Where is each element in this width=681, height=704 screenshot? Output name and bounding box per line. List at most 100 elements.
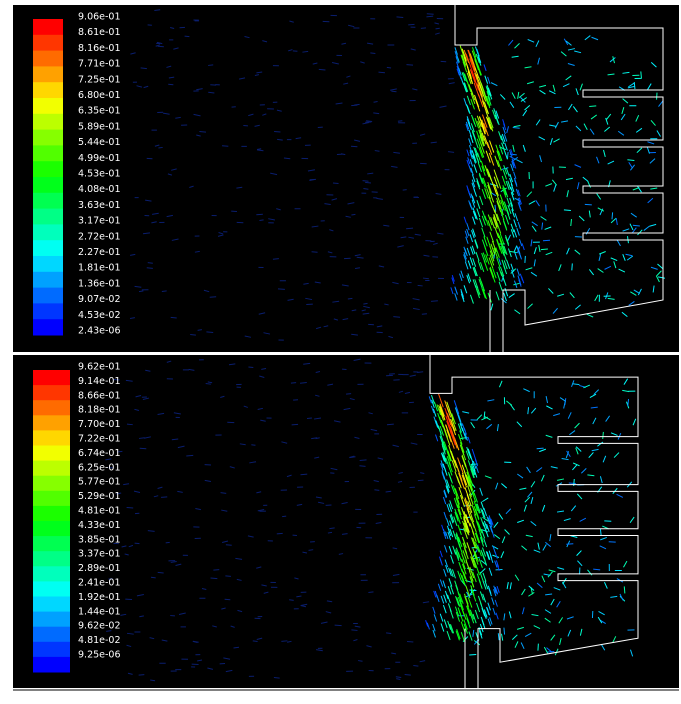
velocity-vector — [469, 516, 475, 528]
velocity-vector — [442, 451, 447, 461]
velocity-vector — [566, 543, 574, 545]
colorbar-label: 2.43e-06 — [78, 326, 121, 337]
velocity-vector — [207, 381, 213, 384]
velocity-vector — [565, 177, 573, 181]
velocity-vector — [354, 267, 361, 270]
plot-bottom: 9.62e-01 9.14e-01 8.66e-01 8.18e-01 7.70e-01… — [33, 355, 639, 689]
velocity-vector — [315, 326, 322, 330]
velocity-vector — [472, 210, 477, 220]
colorbar-label: 8.66e-01 — [78, 390, 121, 401]
velocity-vector — [463, 49, 470, 64]
velocity-vector — [647, 83, 652, 90]
velocity-vector — [430, 141, 437, 144]
velocity-vector — [454, 407, 459, 416]
velocity-vector — [126, 506, 134, 509]
velocity-vector — [466, 104, 470, 113]
velocity-vector — [259, 375, 265, 378]
velocity-vector — [466, 72, 472, 85]
velocity-vector — [433, 614, 438, 622]
velocity-vector — [482, 252, 488, 263]
velocity-vector — [521, 545, 528, 551]
velocity-vector — [459, 494, 466, 507]
velocity-vector — [367, 42, 374, 45]
velocity-vector — [446, 518, 450, 527]
velocity-vector — [374, 150, 380, 152]
velocity-vector — [208, 91, 215, 94]
velocity-vector — [161, 496, 168, 498]
velocity-vector — [499, 194, 505, 206]
velocity-vector — [139, 615, 144, 618]
velocity-vector — [449, 435, 455, 449]
velocity-vector — [207, 667, 214, 670]
velocity-vector — [302, 551, 308, 554]
velocity-vector — [145, 369, 151, 372]
velocity-vector — [567, 629, 572, 637]
velocity-vector — [596, 156, 600, 164]
velocity-vector — [157, 571, 164, 574]
velocity-vector — [518, 92, 525, 99]
velocity-vector — [220, 492, 227, 494]
velocity-vector — [514, 213, 519, 222]
velocity-vector — [445, 424, 451, 438]
velocity-vector — [481, 288, 486, 299]
velocity-vector — [468, 165, 472, 173]
colorbar-swatch — [33, 66, 63, 83]
velocity-vector — [622, 71, 630, 74]
velocity-vector — [354, 254, 361, 257]
velocity-vector — [221, 145, 229, 147]
velocity-vector — [492, 217, 498, 229]
velocity-vector — [471, 199, 476, 208]
velocity-vector — [470, 123, 475, 133]
velocity-vector — [468, 122, 472, 131]
velocity-vector — [503, 201, 509, 212]
velocity-vector — [469, 257, 474, 266]
velocity-vector — [329, 527, 335, 530]
velocity-vector — [494, 587, 498, 595]
velocity-vector — [373, 479, 379, 483]
velocity-vector — [574, 422, 580, 429]
velocity-vector — [567, 63, 575, 66]
velocity-vector — [498, 144, 504, 155]
velocity-vector — [553, 184, 557, 192]
velocity-vector — [559, 397, 567, 402]
velocity-vector — [161, 290, 167, 292]
velocity-vector — [463, 82, 468, 92]
velocity-vector — [480, 549, 485, 560]
colorbar-label: 8.61e-01 — [78, 27, 121, 38]
velocity-vector — [396, 678, 401, 681]
velocity-vector — [461, 552, 466, 564]
velocity-vector — [254, 74, 260, 77]
velocity-vector — [503, 292, 508, 302]
velocity-vector — [488, 517, 493, 525]
velocity-vector — [464, 595, 469, 607]
velocity-vector — [484, 416, 491, 421]
velocity-vector — [468, 145, 473, 153]
velocity-vector — [459, 476, 465, 490]
velocity-vector — [225, 669, 233, 673]
velocity-vector — [289, 599, 294, 601]
velocity-vector — [430, 405, 435, 414]
velocity-vector — [527, 491, 533, 498]
velocity-vector — [300, 603, 308, 606]
velocity-vector — [531, 225, 537, 232]
velocity-vector — [229, 466, 235, 469]
velocity-vector — [404, 674, 411, 676]
velocity-vector — [473, 505, 479, 517]
velocity-vector — [528, 585, 535, 591]
velocity-vector — [315, 371, 321, 373]
velocity-vector — [656, 130, 661, 137]
velocity-vector — [445, 564, 449, 573]
velocity-vector — [471, 179, 476, 188]
velocity-vector — [453, 497, 459, 509]
velocity-vector — [256, 149, 264, 152]
velocity-vector — [524, 105, 531, 111]
velocity-vector — [447, 450, 452, 462]
velocity-vector — [476, 573, 482, 584]
velocity-vector — [511, 92, 516, 99]
velocity-vector — [623, 586, 626, 594]
velocity-vector — [590, 406, 598, 409]
velocity-vector — [558, 617, 564, 624]
velocity-vector — [539, 448, 547, 453]
colorbar-swatch — [33, 34, 63, 52]
